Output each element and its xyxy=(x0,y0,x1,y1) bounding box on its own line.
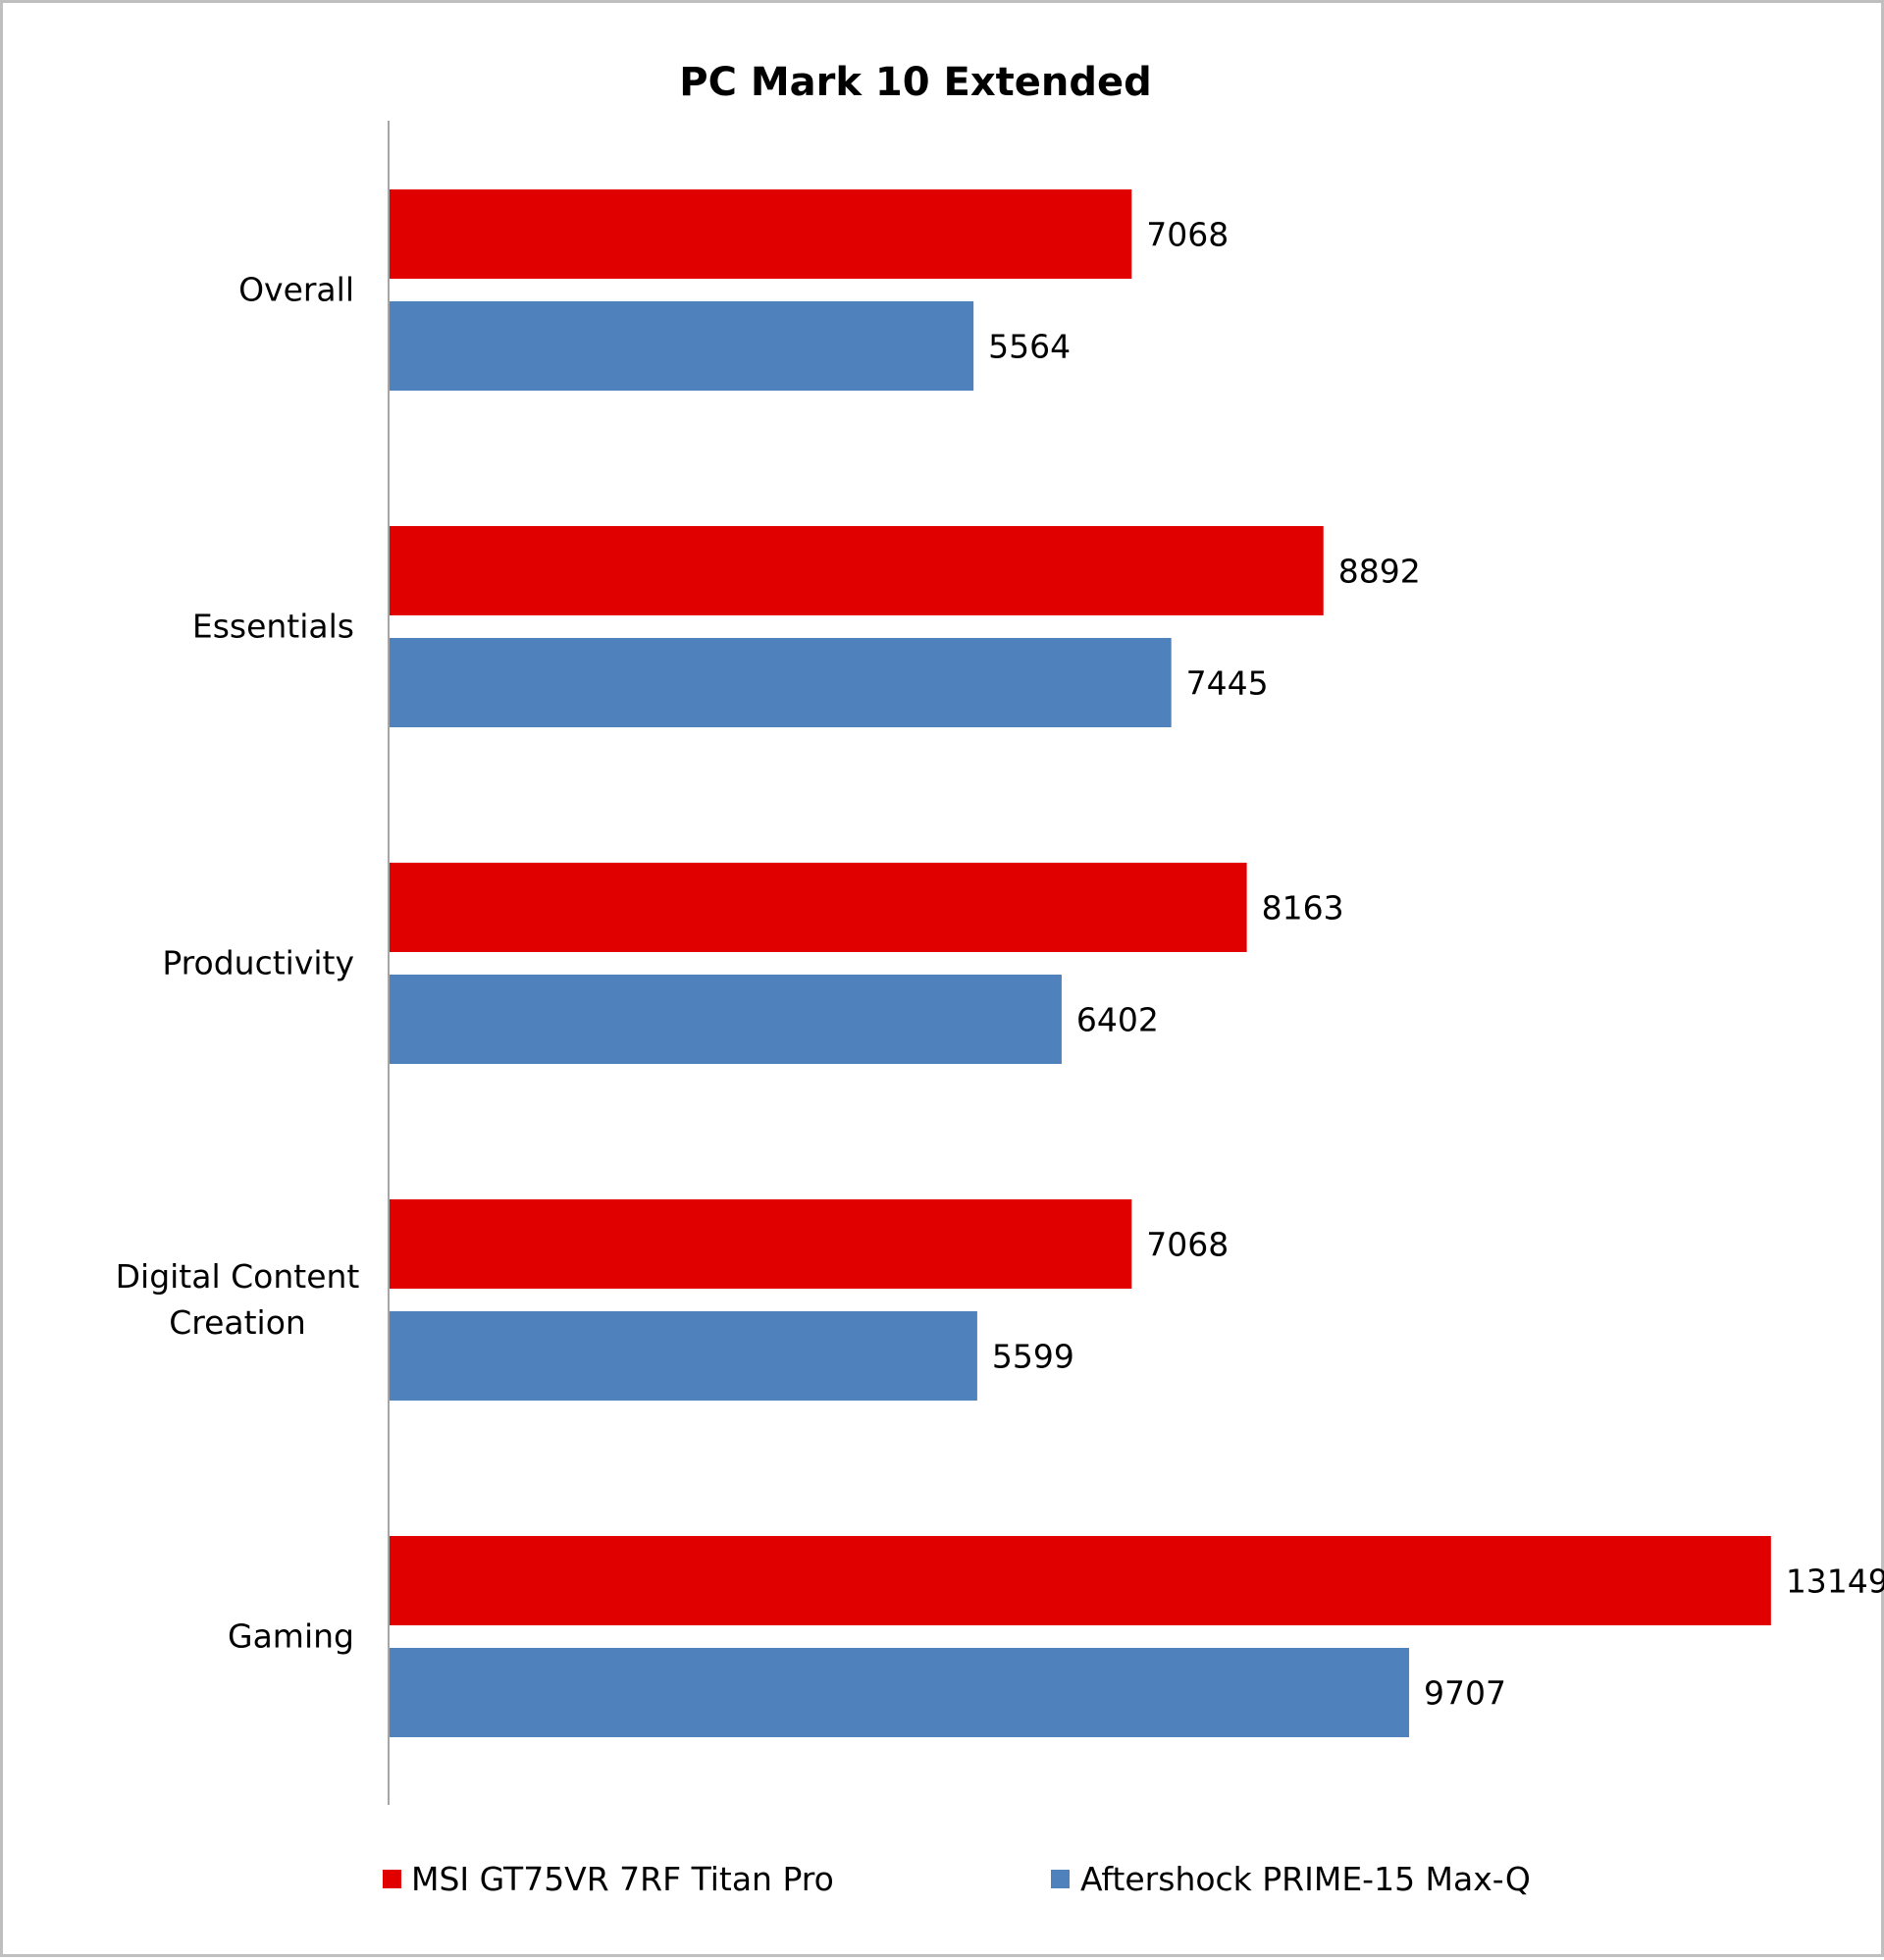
data-label: 7068 xyxy=(1146,1226,1229,1264)
bar-series-1 xyxy=(389,526,1324,615)
data-label: 5564 xyxy=(988,328,1071,366)
data-label: 8163 xyxy=(1262,889,1344,927)
category-label: Productivity xyxy=(162,944,354,982)
data-label: 7068 xyxy=(1146,216,1229,254)
chart-svg: PC Mark 10 Extended Overall Essentials Pro… xyxy=(116,60,1884,1898)
category-label: Gaming xyxy=(228,1617,354,1656)
category-label: Digital Content Creation xyxy=(116,1257,360,1342)
legend-swatch-series-2 xyxy=(1051,1870,1070,1888)
bar-series-1 xyxy=(389,1536,1771,1625)
data-label: 13149 xyxy=(1786,1563,1884,1601)
data-label: 7445 xyxy=(1186,664,1269,703)
category-labels: Overall Essentials Productivity Digital Con… xyxy=(116,271,360,1656)
bar-series-1 xyxy=(389,863,1247,952)
chart-title: PC Mark 10 Extended xyxy=(679,60,1151,105)
data-label: 5599 xyxy=(992,1338,1074,1376)
legend-swatch-series-1 xyxy=(383,1870,401,1888)
bar-series-1 xyxy=(389,1199,1132,1289)
category-label: Essentials xyxy=(192,608,354,646)
bar-series-2 xyxy=(389,638,1172,727)
legend-label: Aftershock PRIME-15 Max-Q xyxy=(1080,1860,1531,1898)
category-label: Overall xyxy=(238,271,354,309)
bar-series-2 xyxy=(389,1311,977,1401)
data-label: 9707 xyxy=(1424,1674,1506,1713)
data-label: 8892 xyxy=(1338,553,1421,591)
data-label: 6402 xyxy=(1076,1001,1159,1039)
legend-label: MSI GT75VR 7RF Titan Pro xyxy=(411,1860,834,1898)
bar-series-2 xyxy=(389,975,1062,1064)
bars xyxy=(389,189,1771,1737)
data-labels: 7068 5564 8892 7445 8163 6402 7068 5599 13149 970… xyxy=(988,216,1884,1713)
bar-series-2 xyxy=(389,1648,1410,1737)
bar-series-2 xyxy=(389,301,974,391)
legend: MSI GT75VR 7RF Titan Pro Aftershock PRIME… xyxy=(383,1860,1531,1898)
bar-series-1 xyxy=(389,189,1132,279)
